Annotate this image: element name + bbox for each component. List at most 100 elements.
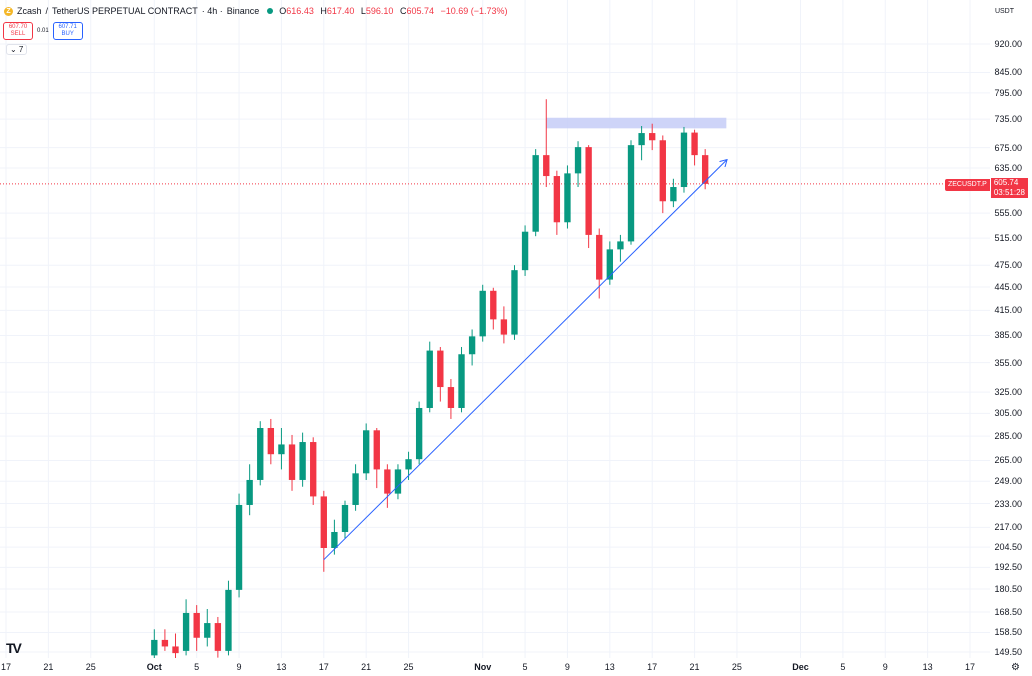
candle-body bbox=[617, 241, 624, 250]
price-tick-label: 845.00 bbox=[994, 67, 1022, 78]
candle bbox=[373, 427, 380, 489]
close-key: C bbox=[399, 6, 407, 16]
candle-body bbox=[638, 133, 645, 146]
candle-body bbox=[288, 444, 296, 480]
candle-body bbox=[585, 147, 592, 235]
time-tick-label: 25 bbox=[403, 662, 414, 672]
low-key: L bbox=[360, 6, 366, 16]
candle bbox=[543, 99, 550, 188]
market-open-dot-icon bbox=[267, 8, 274, 14]
candle-body bbox=[521, 231, 529, 271]
price-tick-label: 555.00 bbox=[994, 208, 1022, 219]
price-tick-label: 355.00 bbox=[994, 357, 1022, 368]
price-tick-label: 149.50 bbox=[994, 647, 1022, 657]
candle bbox=[511, 265, 518, 340]
price-tick-label: 445.00 bbox=[994, 282, 1022, 293]
tradingview-logo[interactable]: TV bbox=[6, 640, 22, 656]
candle-body bbox=[151, 639, 158, 656]
buy-button[interactable]: 607.71 BUY bbox=[52, 22, 83, 40]
candle-body bbox=[405, 459, 412, 470]
badge-symbol: ZECUSDT.P bbox=[944, 178, 990, 191]
candle bbox=[161, 629, 169, 651]
price-tick-label: 385.00 bbox=[994, 330, 1022, 341]
candle bbox=[341, 500, 349, 539]
time-tick-label: Oct bbox=[146, 662, 162, 672]
chart-pane[interactable] bbox=[0, 0, 990, 658]
candle-body bbox=[553, 176, 561, 223]
candle-body bbox=[415, 407, 423, 460]
indicators-toggle-button[interactable]: ⌄ 7 bbox=[6, 44, 28, 55]
price-axis[interactable]: USDT 920.00 845.00 795.00 735.00 675.00 635.0… bbox=[990, 0, 1032, 676]
candle-body bbox=[468, 336, 476, 355]
badge-price: 605.74 bbox=[993, 177, 1019, 187]
time-tick-label: 5 bbox=[840, 662, 846, 672]
candle bbox=[415, 401, 423, 465]
price-tick-label: 515.00 bbox=[994, 233, 1022, 244]
price-tick-label: 180.50 bbox=[994, 583, 1022, 594]
candle bbox=[585, 145, 592, 249]
open-value: 616.43 bbox=[286, 6, 314, 16]
candle bbox=[701, 149, 709, 190]
candle-body bbox=[299, 442, 306, 480]
candles-layer bbox=[151, 99, 709, 658]
sell-button[interactable]: 607.70 SELL bbox=[3, 22, 33, 40]
candle bbox=[362, 423, 370, 480]
candle-body bbox=[331, 531, 338, 548]
price-tick-label: 415.00 bbox=[994, 305, 1022, 316]
candle bbox=[670, 178, 677, 208]
change-value: −10.69 (−1.73%) bbox=[440, 6, 508, 16]
time-tick-label: 17 bbox=[318, 662, 329, 672]
candle bbox=[204, 609, 211, 647]
candle bbox=[151, 629, 158, 658]
candle bbox=[426, 341, 433, 413]
candle bbox=[606, 241, 614, 285]
sell-price: 607.70 bbox=[8, 24, 28, 30]
badge-countdown: 03:51:28 bbox=[993, 187, 1025, 197]
time-tick-label: 21 bbox=[361, 662, 372, 672]
candle bbox=[447, 379, 455, 419]
time-tick-label: 5 bbox=[194, 662, 200, 672]
resistance-zone bbox=[546, 117, 727, 129]
spread-value: 0.01 bbox=[37, 28, 49, 34]
candle bbox=[638, 126, 645, 161]
candle bbox=[384, 464, 391, 508]
high-value: 617.40 bbox=[326, 6, 355, 16]
candle bbox=[394, 464, 402, 500]
candle bbox=[617, 234, 624, 262]
interval-label[interactable]: · 4h · bbox=[201, 6, 223, 16]
candle-body bbox=[701, 155, 709, 184]
close-value: 605.74 bbox=[406, 6, 434, 16]
time-tick-label: 13 bbox=[276, 662, 287, 672]
gear-icon[interactable]: ⚙ bbox=[1011, 662, 1020, 673]
candle-body bbox=[490, 290, 497, 320]
currency-label[interactable]: USDT bbox=[994, 8, 1014, 15]
candle-body bbox=[373, 430, 380, 470]
candle-body bbox=[394, 469, 402, 494]
quote-name[interactable]: TetherUS PERPETUAL CONTRACT bbox=[52, 6, 198, 16]
candle bbox=[521, 225, 529, 276]
price-tick-label: 920.00 bbox=[994, 39, 1022, 49]
time-axis[interactable]: 17 21 25 Oct 5 9 13 17 21 25 Nov 5 9 13 17 21 25 Dec 5 9 13 1… bbox=[0, 658, 990, 676]
time-tick-label: 17 bbox=[647, 662, 658, 672]
candle-body bbox=[680, 132, 688, 188]
price-tick-label: 168.50 bbox=[994, 606, 1022, 617]
symbol-name[interactable]: Zcash bbox=[17, 6, 42, 16]
candle-body bbox=[172, 646, 179, 654]
candle bbox=[267, 418, 275, 465]
last-price-badge: ZECUSDT.P 605.74 03:51:28 bbox=[944, 177, 1028, 198]
time-tick-label: 13 bbox=[922, 662, 933, 672]
candle-body bbox=[246, 479, 253, 505]
candle bbox=[532, 149, 539, 237]
sell-label: SELL bbox=[10, 31, 26, 37]
candle-body bbox=[532, 155, 539, 232]
candlestick-chart[interactable] bbox=[0, 0, 990, 658]
candle-body bbox=[352, 473, 359, 505]
candle-body bbox=[384, 469, 391, 494]
candle bbox=[458, 346, 465, 413]
price-tick-label: 795.00 bbox=[994, 87, 1022, 98]
candle bbox=[659, 135, 666, 214]
candle bbox=[257, 421, 264, 486]
price-tick-label: 735.00 bbox=[994, 114, 1022, 125]
buy-label: BUY bbox=[61, 31, 74, 37]
trade-buttons: 607.70 SELL 0.01 607.71 BUY bbox=[3, 22, 83, 40]
